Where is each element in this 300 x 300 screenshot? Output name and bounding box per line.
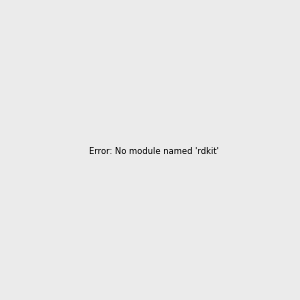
Text: Error: No module named 'rdkit': Error: No module named 'rdkit': [89, 147, 219, 156]
